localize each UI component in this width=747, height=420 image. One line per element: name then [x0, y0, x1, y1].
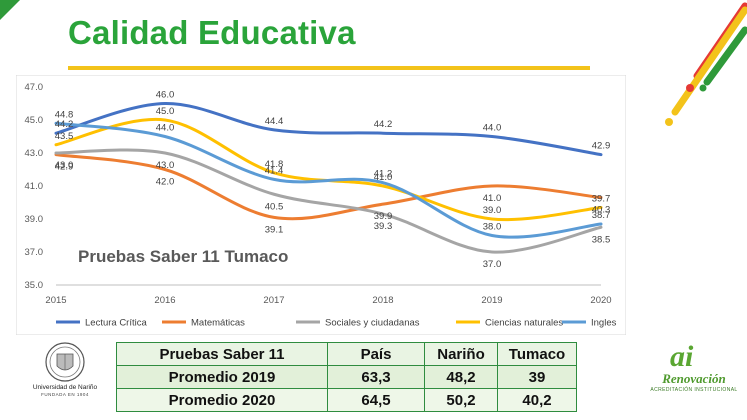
series-line: [54, 153, 603, 221]
data-label: 41.0: [374, 172, 393, 183]
x-tick-label: 2017: [263, 295, 284, 306]
x-tick-label: 2015: [45, 295, 66, 306]
table-header-cell: Pruebas Saber 11: [116, 342, 328, 366]
data-label: 42.9: [592, 141, 611, 152]
renovacion-logo-subtitle: ACREDITACIÓN INSTITUCIONAL: [650, 387, 738, 393]
x-tick-label: 2018: [372, 295, 393, 306]
data-label: 39.3: [374, 221, 393, 232]
table-cell: 48,2: [424, 365, 498, 389]
data-label: 40.5: [265, 201, 284, 212]
data-label: 45.0: [156, 106, 175, 117]
legend-label: Ciencias naturales: [485, 318, 563, 329]
data-label: 41.4: [265, 165, 284, 176]
decorative-stripes: [665, 2, 747, 126]
table-cell: 40,2: [497, 388, 577, 412]
corner-accent: [0, 0, 20, 20]
series-line: [54, 148, 603, 254]
results-table: Pruebas Saber 11 País Nariño Tumaco Prom…: [116, 342, 577, 412]
data-label: 43.5: [55, 131, 74, 142]
table-cell: Promedio 2020: [116, 388, 328, 412]
green-dot: [699, 84, 707, 92]
data-label: 43.0: [156, 160, 175, 171]
legend-label: Matemáticas: [191, 318, 245, 329]
legend-label: Sociales y ciudadanas: [325, 318, 420, 329]
table-header-cell: País: [327, 342, 425, 366]
university-founded: FUNDADA EN 1904: [41, 392, 89, 397]
y-tick-label: 47.0: [25, 82, 44, 93]
y-tick-label: 39.0: [25, 214, 44, 225]
data-label: 38.5: [592, 234, 611, 245]
y-tick-label: 43.0: [25, 148, 44, 159]
chart-title: Pruebas Saber 11 Tumaco: [78, 247, 288, 266]
table-cell: 50,2: [424, 388, 498, 412]
data-label: 37.0: [483, 259, 502, 270]
table-cell: Promedio 2019: [116, 365, 328, 389]
university-name: Universidad de Nariño: [32, 384, 98, 391]
table-header-cell: Nariño: [424, 342, 498, 366]
y-tick-label: 41.0: [25, 181, 44, 192]
data-label: 39.0: [483, 205, 502, 216]
y-tick-label: 37.0: [25, 247, 44, 258]
data-label: 44.4: [265, 116, 284, 127]
data-label: 39.1: [265, 224, 284, 235]
data-label: 44.8: [55, 109, 74, 120]
data-label: 41.8: [265, 159, 284, 170]
table-header-row: Pruebas Saber 11 País Nariño Tumaco: [116, 342, 577, 366]
renovacion-logo-mark: ai: [670, 340, 694, 373]
data-label: 42.0: [156, 177, 175, 188]
data-label: 39.9: [374, 211, 393, 222]
data-label: 40.3: [592, 205, 611, 216]
x-tick-label: 2020: [590, 295, 611, 306]
chart-frame: [16, 75, 626, 335]
table-cell: 63,3: [327, 365, 425, 389]
yellow-dot: [665, 118, 673, 126]
page-title: Calidad Educativa: [68, 14, 356, 51]
x-tick-label: 2016: [154, 295, 175, 306]
table-row: Promedio 2020 64,5 50,2 40,2: [116, 388, 577, 412]
data-label: 38.0: [483, 222, 502, 233]
yellow-stripe: [671, 6, 747, 116]
data-label: 44.2: [55, 119, 74, 130]
data-label: 44.2: [374, 119, 393, 130]
y-tick-label: 45.0: [25, 115, 44, 126]
data-label: 42.9: [55, 162, 74, 173]
x-tick-label: 2019: [481, 295, 502, 306]
data-label: 41.0: [483, 193, 502, 204]
series-line: [54, 101, 603, 157]
data-label: 46.0: [156, 90, 175, 101]
table-cell: 39: [497, 365, 577, 389]
red-dot: [686, 84, 694, 92]
data-label: 43.0: [55, 160, 74, 171]
renovacion-logo-name: Renovación: [662, 371, 726, 386]
legend-label: Lectura Crítica: [85, 318, 147, 329]
green-stripe: [703, 26, 747, 86]
university-seal-logo: [45, 342, 85, 382]
data-label: 44.0: [483, 123, 502, 134]
y-tick-label: 35.0: [25, 280, 44, 291]
data-label: 39.7: [592, 193, 611, 204]
legend-label: Ingles: [591, 318, 617, 329]
table-header-cell: Tumaco: [497, 342, 577, 366]
data-label: 41.2: [374, 169, 393, 180]
series-line: [54, 121, 603, 239]
data-label: 44.0: [156, 123, 175, 134]
data-label: 38.7: [592, 210, 611, 221]
title-underline: [68, 66, 590, 70]
table-row: Promedio 2019 63,3 48,2 39: [116, 365, 577, 389]
table-cell: 64,5: [327, 388, 425, 412]
